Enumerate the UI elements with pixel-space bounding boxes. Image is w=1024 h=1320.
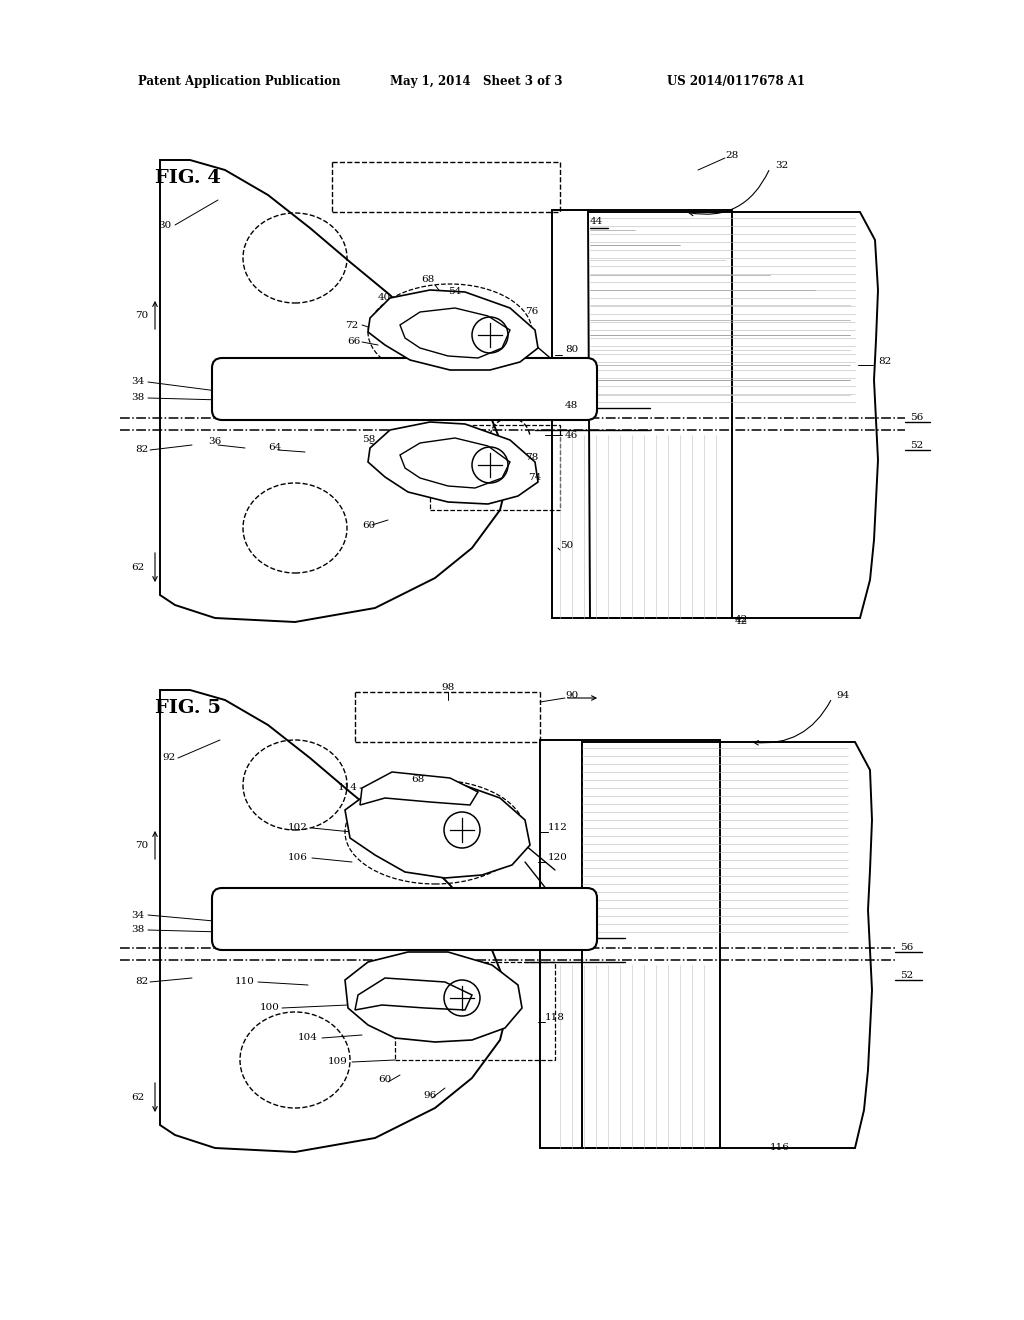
Text: 82: 82 <box>878 358 891 367</box>
Polygon shape <box>345 780 530 878</box>
Text: 36: 36 <box>208 437 221 446</box>
Text: 42: 42 <box>735 615 749 624</box>
Text: 38: 38 <box>132 393 145 403</box>
Text: 68: 68 <box>421 276 434 285</box>
Text: 32: 32 <box>775 161 788 169</box>
Text: 110: 110 <box>236 978 255 986</box>
Text: 82: 82 <box>135 446 148 454</box>
FancyBboxPatch shape <box>212 358 597 420</box>
Text: 60: 60 <box>362 520 375 529</box>
Polygon shape <box>368 422 538 504</box>
Text: May 1, 2014   Sheet 3 of 3: May 1, 2014 Sheet 3 of 3 <box>390 75 562 88</box>
Text: 40: 40 <box>378 293 391 302</box>
Text: 118: 118 <box>545 1014 565 1023</box>
Text: 52: 52 <box>900 970 913 979</box>
Polygon shape <box>345 952 522 1041</box>
Text: 109: 109 <box>328 1057 348 1067</box>
Text: 116: 116 <box>770 1143 790 1152</box>
Text: 66: 66 <box>347 338 360 346</box>
Text: 44: 44 <box>590 218 603 227</box>
Bar <box>395 962 555 1060</box>
Text: 106: 106 <box>288 854 308 862</box>
Bar <box>430 425 560 510</box>
Polygon shape <box>360 772 478 805</box>
Text: 28: 28 <box>725 150 738 160</box>
Text: 58: 58 <box>362 436 375 445</box>
Text: 92: 92 <box>162 754 175 763</box>
Text: 38: 38 <box>132 925 145 935</box>
Text: 50: 50 <box>560 540 573 549</box>
Text: 54: 54 <box>449 288 462 297</box>
Text: 56: 56 <box>900 944 913 953</box>
Text: 42: 42 <box>735 618 749 627</box>
Text: 48: 48 <box>565 400 579 409</box>
Text: 46: 46 <box>565 430 579 440</box>
Text: 72: 72 <box>345 321 358 330</box>
Text: 82: 82 <box>135 978 148 986</box>
Text: 94: 94 <box>836 690 849 700</box>
Text: FIG. 4: FIG. 4 <box>155 169 221 187</box>
Text: 90: 90 <box>565 690 579 700</box>
Text: US 2014/0117678 A1: US 2014/0117678 A1 <box>667 75 805 88</box>
Text: 70: 70 <box>135 841 148 850</box>
Text: FIG. 5: FIG. 5 <box>155 700 221 717</box>
Text: 34: 34 <box>132 911 145 920</box>
Text: 34: 34 <box>132 378 145 387</box>
Text: 62: 62 <box>132 1093 145 1102</box>
Text: 60: 60 <box>379 1076 391 1085</box>
Text: 120: 120 <box>548 854 568 862</box>
Polygon shape <box>355 978 472 1010</box>
Text: 100: 100 <box>260 1003 280 1012</box>
Polygon shape <box>368 290 538 370</box>
Text: 74: 74 <box>528 474 542 483</box>
Text: 104: 104 <box>298 1034 318 1043</box>
Text: 70: 70 <box>135 310 148 319</box>
Text: 68: 68 <box>412 776 425 784</box>
Text: 30: 30 <box>158 220 171 230</box>
Text: 80: 80 <box>565 346 579 355</box>
Text: 112: 112 <box>548 824 568 833</box>
Text: 102: 102 <box>288 824 308 833</box>
Text: 64: 64 <box>268 444 282 453</box>
Text: Patent Application Publication: Patent Application Publication <box>138 75 341 88</box>
Text: 98: 98 <box>441 684 455 693</box>
Text: 96: 96 <box>423 1090 436 1100</box>
Text: 76: 76 <box>525 308 539 317</box>
Text: 62: 62 <box>132 564 145 573</box>
Text: 78: 78 <box>525 454 539 462</box>
Text: 114: 114 <box>338 784 358 792</box>
Text: 52: 52 <box>910 441 924 450</box>
Text: 56: 56 <box>910 413 924 422</box>
FancyBboxPatch shape <box>212 888 597 950</box>
